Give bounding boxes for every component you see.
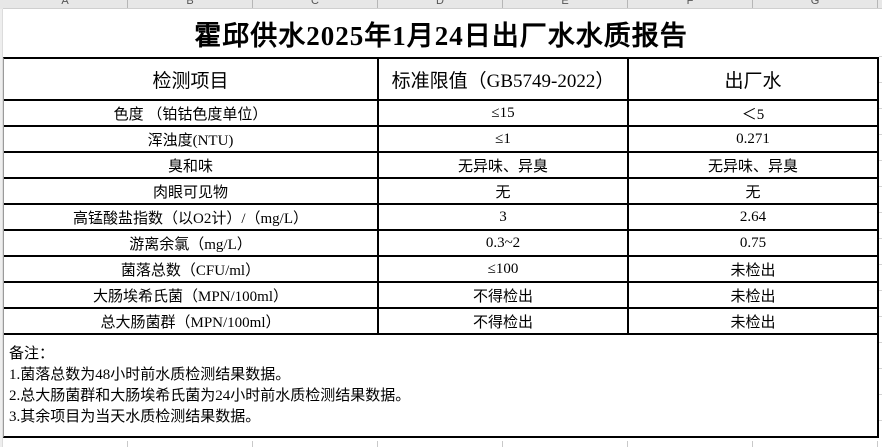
row-header-strip [0,9,3,447]
notes-cell[interactable]: 备注： 1.菌落总数为48小时前水质检测结果数据。 2.总大肠菌群和大肠埃希氏菌… [4,333,877,436]
column-header-c[interactable]: C [253,0,378,8]
table-row: 高锰酸盐指数（以O2计）/（mg/L） 3 2.64 [4,203,877,229]
cell-standard[interactable]: ≤100 [379,257,629,281]
cell-factory[interactable]: 2.64 [739,208,767,225]
column-letter: C [311,0,319,7]
report-title-cell[interactable]: 霍邱供水2025年1月24日出厂水水质报告 [3,9,879,57]
cell-item[interactable]: 总大肠菌群（MPN/100ml） [4,309,379,333]
cell-factory[interactable]: 0.271 [736,130,770,147]
column-header-e[interactable]: E [503,0,628,8]
cell-factory[interactable]: 未检出 [730,314,776,331]
sheet-gridlines-bottom [3,441,882,447]
cell-item[interactable]: 浑浊度(NTU) [4,127,379,151]
table-row: 游离余氯（mg/L） 0.3~2 0.75 [4,229,877,255]
note-line: 1.菌落总数为48小时前水质检测结果数据。 [9,367,291,383]
cell-standard[interactable]: ≤15 [379,101,629,125]
table-row: 色度 （铂钴色度单位） ≤15 ＜5 [4,99,877,125]
column-header-g[interactable]: G [753,0,878,8]
column-header-f[interactable]: F [628,0,753,8]
cell-standard[interactable]: 3 [379,205,629,229]
cell-item[interactable]: 臭和味 [4,153,379,177]
cell-factory[interactable]: 0.75 [739,234,767,251]
cell-item[interactable]: 菌落总数（CFU/ml） [4,257,379,281]
cell-standard[interactable]: 不得检出 [379,309,629,333]
cell-factory[interactable]: 未检出 [730,288,776,305]
table-row: 浑浊度(NTU) ≤1 0.271 [4,125,877,151]
table-header-row: 检测项目 标准限值（GB5749-2022） 出厂水 [4,59,877,99]
column-letter: B [186,0,194,7]
sheet-gridlines-right [879,31,882,438]
column-header-d[interactable]: D [378,0,503,8]
note-line: 2.总大肠菌群和大肠埃希氏菌为24小时前水质检测结果数据。 [9,388,411,404]
note-line: 3.其余项目为当天水质检测结果数据。 [9,409,261,425]
column-header-strip: A B C D E F G [3,0,882,9]
cell-item[interactable]: 游离余氯（mg/L） [4,231,379,255]
cell-factory[interactable]: ＜5 [741,106,765,123]
notes-label: 备注： [9,346,55,362]
report-title: 霍邱供水2025年1月24日出厂水水质报告 [194,20,688,51]
column-letter: D [436,0,444,7]
cell-standard[interactable]: 不得检出 [379,283,629,307]
column-letter: A [61,0,69,7]
table-row: 臭和味 无异味、异臭 无异味、异臭 [4,151,877,177]
column-letter: F [686,0,694,7]
header-cell-item[interactable]: 检测项目 [4,59,379,99]
header-cell-standard[interactable]: 标准限值（GB5749-2022） [379,59,629,99]
cell-factory[interactable]: 无异味、异臭 [707,158,798,175]
sheet-corner [0,0,3,9]
table-row: 总大肠菌群（MPN/100ml） 不得检出 未检出 [4,307,877,333]
header-cell-factory[interactable]: 出厂水 [724,70,782,92]
cell-standard[interactable]: 无 [379,179,629,203]
cell-factory[interactable]: 无 [745,184,761,201]
table-row: 菌落总数（CFU/ml） ≤100 未检出 [4,255,877,281]
table-row: 大肠埃希氏菌（MPN/100ml） 不得检出 未检出 [4,281,877,307]
cell-item[interactable]: 色度 （铂钴色度单位） [4,101,379,125]
cell-item[interactable]: 肉眼可见物 [4,179,379,203]
table-row: 肉眼可见物 无 无 [4,177,877,203]
cell-standard[interactable]: 0.3~2 [379,231,629,255]
column-header-b[interactable]: B [128,0,253,8]
cell-standard[interactable]: ≤1 [379,127,629,151]
column-header-a[interactable]: A [3,0,128,8]
cell-item[interactable]: 大肠埃希氏菌（MPN/100ml） [4,283,379,307]
water-quality-table: 检测项目 标准限值（GB5749-2022） 出厂水 色度 （铂钴色度单位） ≤… [3,57,879,438]
cell-standard[interactable]: 无异味、异臭 [379,153,629,177]
column-letter: E [561,0,569,7]
cell-item[interactable]: 高锰酸盐指数（以O2计）/（mg/L） [4,205,379,229]
cell-factory[interactable]: 未检出 [730,262,776,279]
column-letter: G [810,0,820,7]
